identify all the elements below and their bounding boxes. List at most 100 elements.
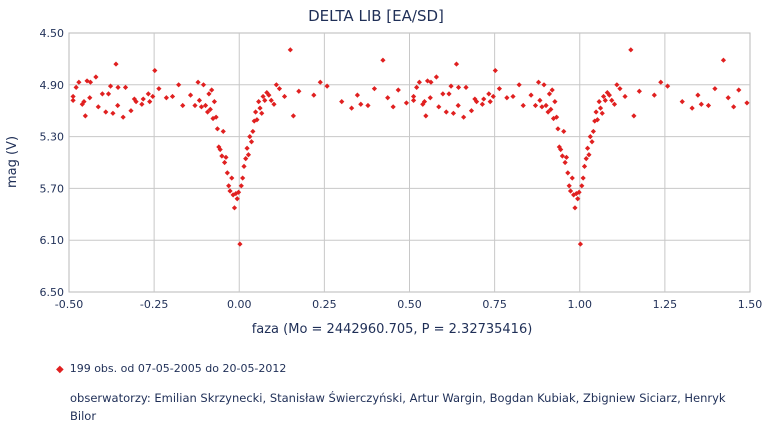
data-point <box>586 152 592 158</box>
data-point <box>99 91 105 97</box>
legend-text: 199 obs. od 07-05-2005 do 20-05-2012 <box>69 362 287 375</box>
data-point <box>549 87 555 93</box>
y-tick-label: 4.50 <box>40 27 65 40</box>
data-point <box>537 97 543 103</box>
data-point <box>231 205 238 211</box>
data-point <box>468 108 475 114</box>
data-point <box>156 86 162 92</box>
data-point <box>105 91 112 97</box>
data-point <box>200 82 207 88</box>
grid-layer <box>69 33 750 292</box>
data-point <box>266 92 272 98</box>
data-point <box>492 67 498 74</box>
data-point <box>658 79 664 85</box>
data-point <box>611 101 618 107</box>
data-point <box>380 57 386 63</box>
data-point <box>214 126 221 132</box>
data-point <box>169 93 176 100</box>
data-point <box>290 113 296 119</box>
data-point <box>195 79 201 85</box>
data-point <box>217 146 223 153</box>
data-point <box>583 156 589 162</box>
data-point <box>268 97 274 103</box>
data-point <box>594 117 601 123</box>
y-tick-label: 6.50 <box>40 286 65 299</box>
data-point <box>597 105 604 111</box>
data-point <box>580 175 586 181</box>
y-tick-label: 6.10 <box>40 234 65 247</box>
data-point <box>528 92 534 98</box>
data-point <box>532 102 539 109</box>
data-point <box>622 93 628 100</box>
data-point <box>575 196 581 202</box>
data-point <box>599 110 605 116</box>
light-curve-chart: DELTA LIB [EA/SD] -0.50 -0.25 0.00 0.25 0.50… <box>5 7 763 337</box>
data-point <box>259 110 265 116</box>
data-point <box>545 109 551 115</box>
x-tick-label: 0.25 <box>312 298 337 311</box>
data-point <box>606 92 612 98</box>
y-axis-ticks: 4.50 4.90 5.30 5.70 6.10 6.50 <box>40 27 65 299</box>
data-point <box>577 241 584 247</box>
data-point <box>416 79 422 85</box>
data-point <box>423 113 429 119</box>
data-point <box>192 102 198 109</box>
data-point <box>82 113 88 119</box>
data-point <box>443 109 449 115</box>
data-point <box>76 79 82 85</box>
data-point <box>561 128 567 135</box>
data-point <box>395 87 401 93</box>
data-point <box>461 114 467 120</box>
data-point <box>463 84 469 90</box>
data-point <box>211 99 217 105</box>
data-point <box>410 93 417 100</box>
data-point <box>273 82 279 88</box>
data-point <box>87 79 94 85</box>
data-point <box>573 190 579 197</box>
data-point <box>535 79 542 85</box>
data-point <box>237 241 243 247</box>
data-point <box>224 170 230 176</box>
data-point <box>202 102 209 109</box>
data-point <box>223 154 229 160</box>
data-point <box>240 175 246 181</box>
data-point <box>496 86 502 92</box>
data-point <box>617 86 623 92</box>
x-tick-label: 1.25 <box>653 298 678 311</box>
data-point <box>196 97 203 103</box>
data-point <box>260 93 266 100</box>
data-point <box>576 189 582 195</box>
data-point <box>651 92 657 98</box>
data-point <box>207 106 213 113</box>
data-point <box>70 97 76 103</box>
data-point <box>152 67 158 74</box>
data-point <box>698 101 704 107</box>
y-axis-label: mag (V) <box>5 136 20 188</box>
data-point <box>180 102 186 109</box>
data-point <box>565 170 571 176</box>
data-point <box>450 110 457 116</box>
data-point <box>486 91 492 97</box>
data-point <box>339 99 345 105</box>
data-point <box>543 102 549 109</box>
data-point <box>247 134 253 140</box>
data-point <box>252 109 259 115</box>
data-point <box>235 189 242 195</box>
observers-list: obserwatorzy: Emilian Skrzynecki, Stanis… <box>70 391 726 423</box>
x-tick-label: -0.50 <box>55 298 83 311</box>
x-tick-label: 0.50 <box>397 298 422 311</box>
data-point <box>455 102 461 109</box>
data-point <box>107 83 114 89</box>
data-point <box>113 61 119 67</box>
data-point <box>720 57 727 63</box>
data-point <box>176 82 182 88</box>
data-point <box>552 99 558 105</box>
data-point <box>579 183 585 189</box>
data-point <box>187 92 194 98</box>
x-tick-label: 1.50 <box>738 298 763 311</box>
data-points <box>70 47 750 247</box>
data-point <box>257 105 263 111</box>
data-point <box>596 99 602 105</box>
data-point <box>446 91 452 97</box>
data-point <box>609 97 615 103</box>
